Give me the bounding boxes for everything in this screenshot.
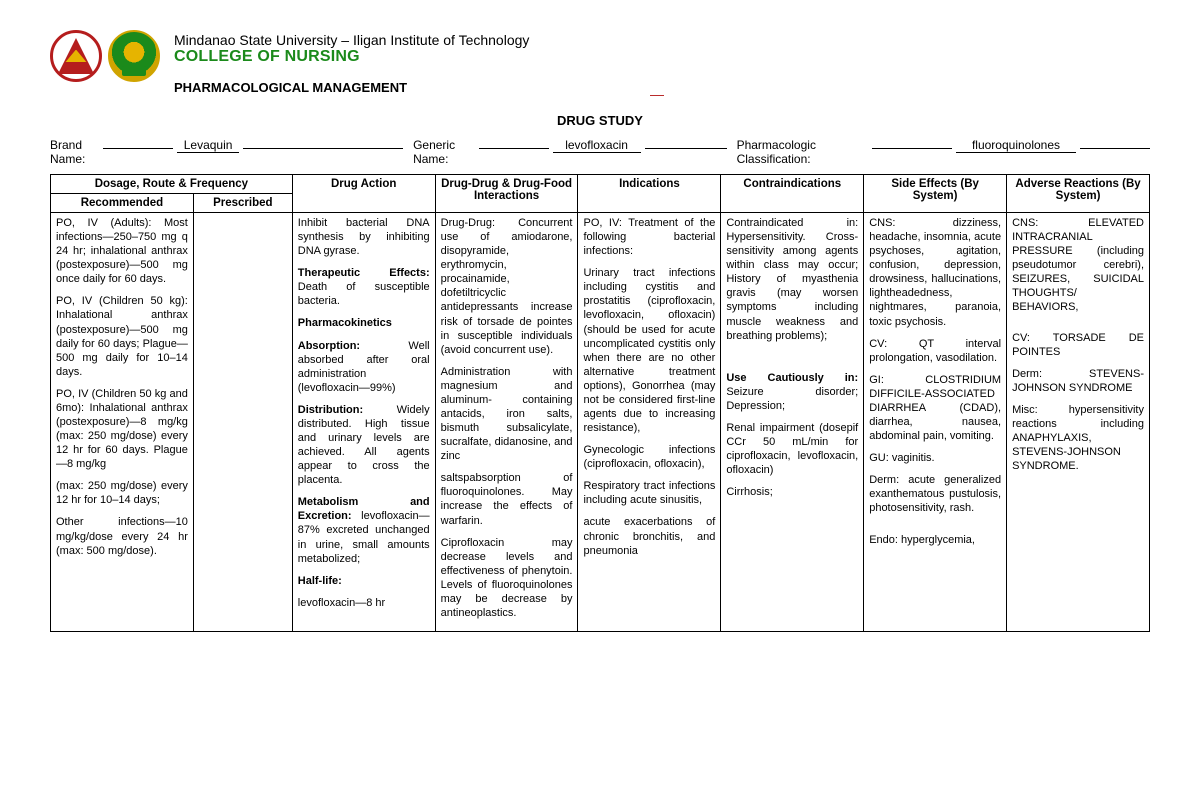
text: Gynecologic infections (ciprofloxacin, o…: [583, 443, 715, 471]
text: Inhibit bacterial DNA synthesis by inhib…: [298, 216, 430, 258]
cell-interactions: Drug-Drug: Concurrent use of amiodarone,…: [435, 213, 578, 632]
text: Use Cautiously in: Seizure disorder; Dep…: [726, 371, 858, 413]
label: Half-life:: [298, 574, 430, 588]
text: Renal impairment (dosepif CCr 50 mL/min …: [726, 421, 858, 477]
text: Metabolism and Excretion: levofloxacin—8…: [298, 495, 430, 565]
brand-name-group: Brand Name: Levaquin: [50, 138, 403, 166]
generic-name-label: Generic Name:: [413, 138, 475, 166]
document-title: DRUG STUDY: [50, 113, 1150, 128]
text: Derm: STEVENS-JOHNSON SYNDROME: [1012, 367, 1144, 395]
text: Urinary tract infections including cysti…: [583, 266, 715, 435]
brand-name-label: Brand Name:: [50, 138, 99, 166]
msu-iit-logo: [50, 30, 102, 82]
text: Distribution: Widely distributed. High t…: [298, 403, 430, 487]
underline: [103, 148, 173, 149]
text: CNS: dizziness, headache, insomnia, acut…: [869, 216, 1001, 329]
text: Contraindicated in: Hypersensitivity. Cr…: [726, 216, 858, 343]
table-row: PO, IV (Adults): Most infections—250–750…: [51, 213, 1150, 632]
label: Absorption:: [298, 340, 360, 352]
col-interactions: Drug-Drug & Drug-Food Interactions: [435, 175, 578, 213]
text: GI: CLOSTRIDIUM DIFFICILE-ASSOCIATED DIA…: [869, 373, 1001, 443]
text: Administration with magnesium and alumin…: [441, 365, 573, 464]
text: PO, IV (Adults): Most infections—250–750…: [56, 216, 188, 286]
decorative-dash: —: [650, 86, 664, 102]
text: Widely distributed. High tissue and urin…: [298, 404, 430, 486]
underline: [479, 148, 549, 149]
table-header: Dosage, Route & Frequency Drug Action Dr…: [51, 175, 1150, 213]
underline: [872, 148, 952, 149]
text: GU: vaginitis.: [869, 451, 1001, 465]
text: Ciprofloxacin may decrease levels and ef…: [441, 536, 573, 620]
cell-action: Inhibit bacterial DNA synthesis by inhib…: [292, 213, 435, 632]
section-heading: PHARMACOLOGICAL MANAGEMENT: [174, 80, 529, 95]
text: Respiratory tract infections including a…: [583, 479, 715, 507]
col-adverse: Adverse Reactions (By System): [1007, 175, 1150, 213]
text: Misc: hypersensitivity reactions includi…: [1012, 403, 1144, 473]
text: CV: QT interval prolongation, vasodilati…: [869, 337, 1001, 365]
classification-value: fluoroquinolones: [956, 138, 1076, 153]
generic-name-value: levofloxacin: [553, 138, 641, 153]
text: Cirrhosis;: [726, 485, 858, 499]
col-recommended: Recommended: [51, 194, 194, 213]
text: PO, IV (Children 50 kg): Inhalational an…: [56, 294, 188, 378]
text: Death of susceptible bacteria.: [298, 281, 430, 307]
text: Drug-Drug: Concurrent use of amiodarone,…: [441, 216, 573, 357]
page-header: Mindanao State University – Iligan Insti…: [50, 30, 1150, 95]
text: saltspabsorption of fluoroquinolones. Ma…: [441, 471, 573, 527]
cell-indications: PO, IV: Treatment of the following bacte…: [578, 213, 721, 632]
text: CNS: ELEVATED INTRACRANIAL PRESSURE (inc…: [1012, 216, 1144, 315]
text: Other infections—10 mg/kg/dose every 24 …: [56, 515, 188, 557]
text: acute exacerbations of chronic bronchiti…: [583, 515, 715, 557]
cell-prescribed: [193, 213, 292, 632]
label: Therapeutic Effects:: [298, 267, 430, 279]
label: Distribution:: [298, 404, 363, 416]
text: Endo: hyperglycemia,: [869, 533, 1001, 547]
college-name: COLLEGE OF NURSING: [174, 48, 529, 66]
col-action: Drug Action: [292, 175, 435, 213]
underline: [243, 148, 403, 149]
college-logo: [108, 30, 160, 82]
col-side-effects: Side Effects (By System): [864, 175, 1007, 213]
generic-name-group: Generic Name: levofloxacin: [413, 138, 727, 166]
col-prescribed: Prescribed: [193, 194, 292, 213]
cell-recommended: PO, IV (Adults): Most infections—250–750…: [51, 213, 194, 632]
col-indications: Indications: [578, 175, 721, 213]
text: Therapeutic Effects: Death of susceptibl…: [298, 266, 430, 308]
drug-info-line: Brand Name: Levaquin Generic Name: levof…: [50, 138, 1150, 166]
brand-name-value: Levaquin: [177, 138, 239, 153]
text: (max: 250 mg/dose) every 12 hr for 10–14…: [56, 479, 188, 507]
label: Pharmacokinetics: [298, 316, 430, 330]
text: CV: TORSADE DE POINTES: [1012, 331, 1144, 359]
text: PO, IV (Children 50 kg and 6mo): Inhalat…: [56, 387, 188, 471]
cell-contraindications: Contraindicated in: Hypersensitivity. Cr…: [721, 213, 864, 632]
drug-study-table: Dosage, Route & Frequency Drug Action Dr…: [50, 174, 1150, 632]
classification-label: Pharmacologic Classification:: [737, 138, 868, 166]
text: PO, IV: Treatment of the following bacte…: [583, 216, 715, 258]
col-dosage: Dosage, Route & Frequency: [51, 175, 293, 194]
text: Seizure disorder; Depression;: [726, 386, 858, 412]
university-text: Mindanao State University – Iligan Insti…: [174, 30, 529, 95]
text: levofloxacin—8 hr: [298, 596, 430, 610]
text: Absorption: Well absorbed after oral adm…: [298, 339, 430, 395]
text: Derm: acute generalized exanthematous pu…: [869, 473, 1001, 515]
underline: [645, 148, 727, 149]
logo-group: [50, 30, 160, 82]
cell-side-effects: CNS: dizziness, headache, insomnia, acut…: [864, 213, 1007, 632]
col-contraindications: Contraindications: [721, 175, 864, 213]
label: Use Cautiously in:: [726, 372, 858, 384]
cell-adverse: CNS: ELEVATED INTRACRANIAL PRESSURE (inc…: [1007, 213, 1150, 632]
university-name: Mindanao State University – Iligan Insti…: [174, 32, 529, 48]
underline: [1080, 148, 1150, 149]
classification-group: Pharmacologic Classification: fluoroquin…: [737, 138, 1150, 166]
